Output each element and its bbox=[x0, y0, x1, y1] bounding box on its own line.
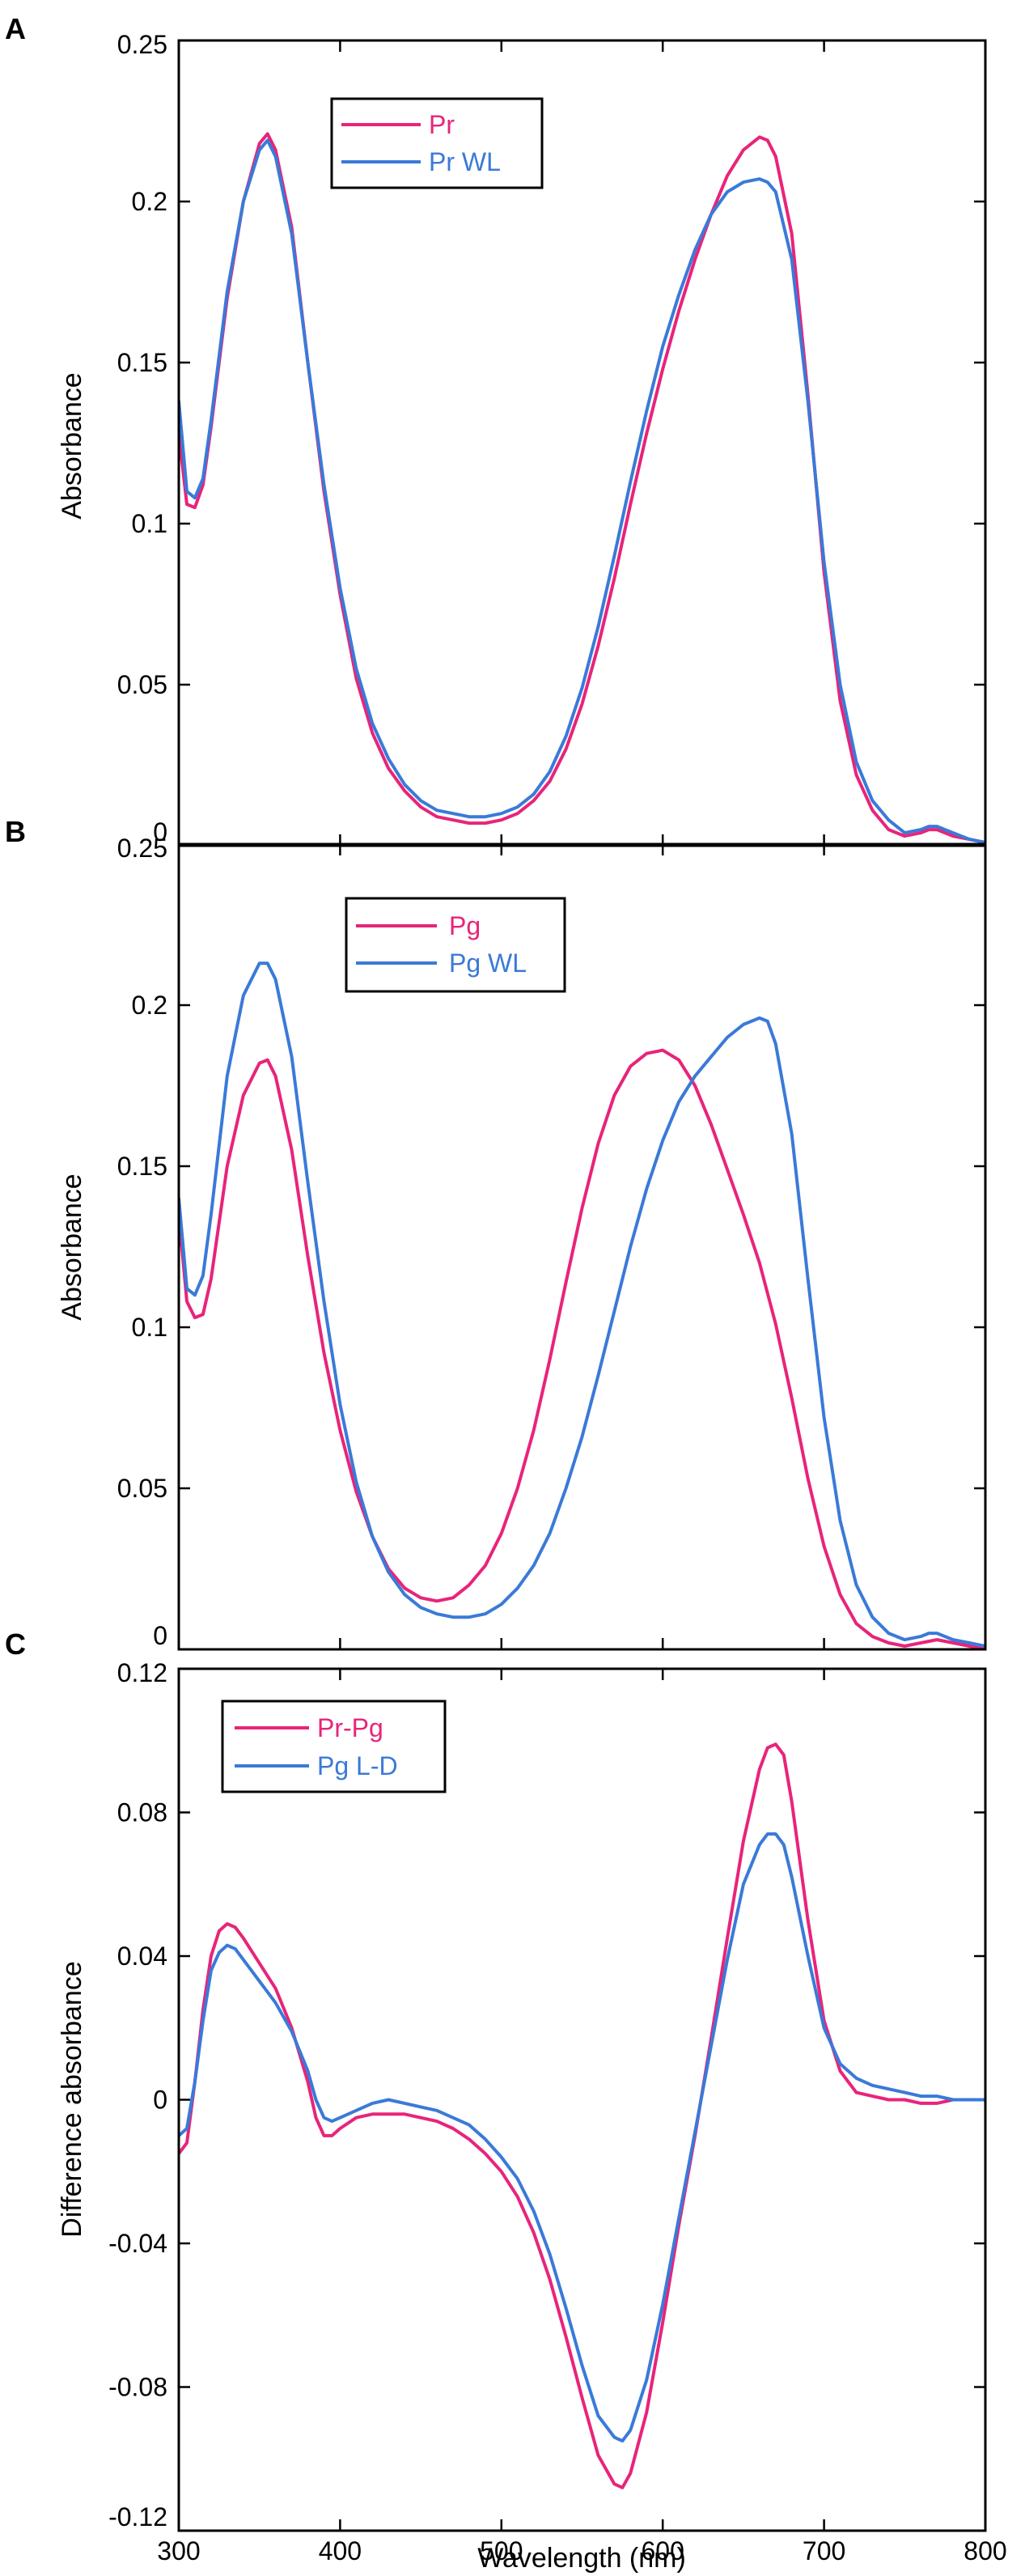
panel-a: A 0 0.05 0.1 0.15 0.2 0.25 Absorbance Pr Pr W… bbox=[5, 12, 987, 847]
panel-c-y-tick-label: -0.12 bbox=[108, 2502, 167, 2531]
panel-a-letter: A bbox=[5, 12, 26, 45]
panel-c-x-tick-label: 800 bbox=[964, 2536, 1006, 2565]
panel-c-letter: C bbox=[5, 1628, 26, 1661]
panel-a-series-pr bbox=[179, 132, 985, 844]
panel-a-series-pr-wl bbox=[179, 138, 985, 844]
panel-b-legend-label-pg-wl: Pg WL bbox=[449, 948, 527, 978]
panel-c-x-tick-label: 600 bbox=[642, 2536, 684, 2565]
panel-b-legend-label-pg: Pg bbox=[449, 911, 481, 940]
panel-c-y-tick-label: 0.04 bbox=[117, 1942, 167, 1971]
panel-a-legend: Pr Pr WL bbox=[330, 97, 544, 189]
panel-a-y-tick-label: 0.25 bbox=[117, 30, 167, 59]
panel-c-legend: Pr-Pg Pg L-D bbox=[221, 1700, 447, 1793]
panel-a-y-tick-label: 0.1 bbox=[132, 509, 167, 538]
panel-c: C 300 400 500 600 700 800 -0.12 -0.08 -0.04 0 0.04… bbox=[5, 1628, 1007, 2565]
panel-b-y-tick-label: 0 bbox=[153, 1621, 167, 1650]
panel-b-plot-area bbox=[179, 961, 985, 1649]
panel-b-series-pg-wl bbox=[179, 961, 985, 1648]
panel-b-y-tick-label: 0.15 bbox=[117, 1152, 167, 1181]
panel-c-legend-label-pg-l-d: Pg L-D bbox=[317, 1751, 398, 1780]
panel-c-series-pr-pg bbox=[179, 1742, 985, 2489]
panel-c-x-tick-label: 700 bbox=[803, 2536, 845, 2565]
panel-c-y-tick-label: -0.04 bbox=[108, 2229, 167, 2258]
panel-b-y-tick-label: 0.05 bbox=[117, 1474, 167, 1503]
panel-a-y-tick-label: 0.05 bbox=[117, 670, 167, 699]
panel-c-x-tick-label: 300 bbox=[157, 2536, 200, 2565]
panel-c-legend-box bbox=[221, 1700, 447, 1793]
panel-a-y-tick-label: 0.15 bbox=[117, 348, 167, 377]
panel-a-y-axis-label: Absorbance bbox=[57, 372, 87, 519]
panel-c-x-tick-label: 400 bbox=[319, 2536, 362, 2565]
panel-a-plot-area bbox=[179, 132, 985, 844]
panel-c-y-axis-label: Difference absorbance bbox=[57, 1961, 87, 2237]
panel-b-letter: B bbox=[5, 815, 26, 848]
panel-c-legend-label-pr-pg: Pr-Pg bbox=[317, 1713, 383, 1742]
panel-b-legend-box bbox=[345, 897, 566, 993]
panel-a-legend-label-pr: Pr bbox=[429, 110, 455, 139]
panel-a-y-tick-label: 0.2 bbox=[132, 187, 167, 216]
panel-c-y-tick-label: 0.08 bbox=[117, 1798, 167, 1827]
panel-a-y-tick-label: 0 bbox=[153, 817, 167, 847]
panel-a-tick-labels: 0 0.05 0.1 0.15 0.2 0.25 bbox=[117, 30, 167, 847]
panel-c-tick-labels: 300 400 500 600 700 800 -0.12 -0.08 -0.04 0 0.04 0.… bbox=[108, 1658, 1007, 2565]
panel-c-series-pg-l-d bbox=[179, 1832, 985, 2443]
panel-b: B 0 0.05 0.1 0.15 0.2 0.25 Absorbance Pg Pg W… bbox=[5, 815, 987, 1651]
panel-b-y-axis-label: Absorbance bbox=[57, 1173, 87, 1320]
panel-b-tick-labels: 0 0.05 0.1 0.15 0.2 0.25 bbox=[117, 834, 167, 1650]
panel-b-legend: Pg Pg WL bbox=[345, 897, 566, 993]
x-axis-label: Wavelength (nm) bbox=[477, 2543, 686, 2574]
panel-b-y-tick-label: 0.1 bbox=[132, 1313, 167, 1342]
panel-c-y-tick-label: 0 bbox=[153, 2086, 167, 2115]
panel-c-y-tick-label: 0.12 bbox=[117, 1658, 167, 1687]
panel-b-y-tick-label: 0.2 bbox=[132, 991, 167, 1020]
panel-a-legend-label-pr-wl: Pr WL bbox=[429, 147, 501, 176]
panel-a-legend-box bbox=[330, 97, 544, 189]
panel-b-y-tick-label: 0.25 bbox=[117, 834, 167, 863]
panel-c-y-tick-label: -0.08 bbox=[108, 2373, 167, 2402]
panel-a-ticks bbox=[179, 40, 985, 846]
panel-b-series-pg bbox=[179, 1048, 985, 1649]
panel-b-ticks bbox=[179, 844, 985, 1649]
panel-c-plot-area bbox=[179, 1742, 985, 2489]
panel-b-frame bbox=[177, 842, 987, 1651]
panel-c-frame bbox=[177, 1667, 987, 2532]
panel-a-frame bbox=[177, 39, 987, 847]
panel-c-x-tick-label: 500 bbox=[480, 2536, 523, 2565]
